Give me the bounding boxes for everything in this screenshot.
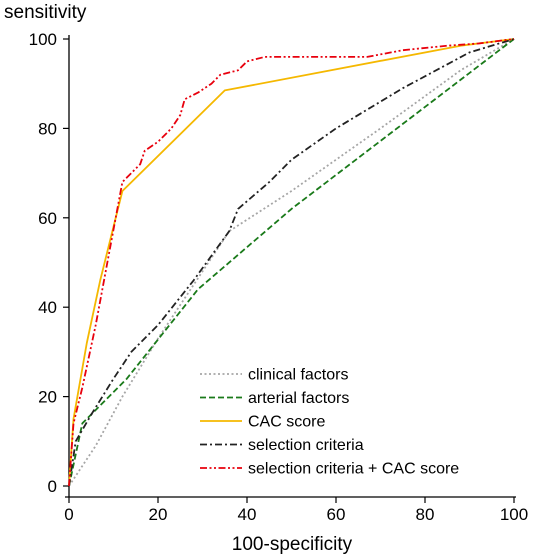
series-lines: [68, 38, 515, 487]
x-tick-label: 100: [500, 505, 528, 524]
x-tick-label: 80: [416, 505, 435, 524]
series-line: [68, 38, 515, 487]
legend: clinical factors arterial factors CAC scor…: [200, 367, 459, 478]
y-axis-title: sensitivity: [4, 2, 87, 23]
legend-label: clinical factors: [248, 367, 348, 384]
axes: [65, 35, 516, 498]
y-tick-label: 40: [38, 298, 57, 317]
legend-label: selection criteria + CAC score: [248, 461, 459, 478]
x-tick-label: 40: [238, 505, 257, 524]
legend-label: selection criteria: [248, 437, 364, 454]
x-tick-label: 20: [149, 505, 168, 524]
y-tick-label: 80: [38, 119, 57, 138]
x-tick-label: 0: [64, 505, 73, 524]
x-tick-label: 60: [327, 505, 346, 524]
series-line: [68, 38, 515, 487]
y-tick-label: 100: [29, 30, 57, 49]
y-tick-label: 20: [38, 388, 57, 407]
x-axis-title: 100-specificity: [232, 534, 353, 555]
y-tick-label: 60: [38, 209, 57, 228]
y-tick-label: 0: [48, 477, 57, 496]
legend-label: CAC score: [248, 414, 325, 431]
axis-ticks: 0 20 40 60 80 100 0 20 40 60 80 100: [29, 30, 529, 524]
series-line: [68, 38, 515, 487]
legend-label: arterial factors: [248, 390, 349, 407]
